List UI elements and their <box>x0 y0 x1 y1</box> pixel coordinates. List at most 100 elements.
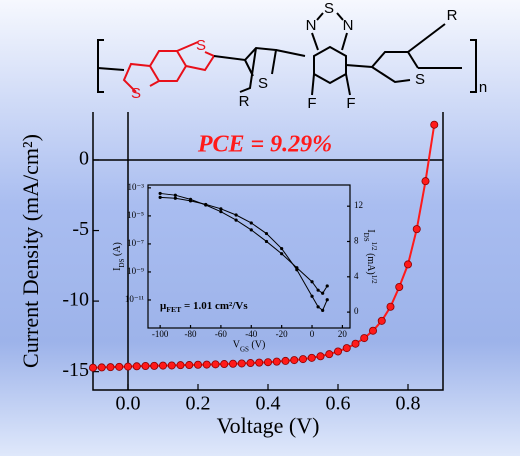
data-point <box>316 352 325 361</box>
data-point <box>115 362 124 371</box>
data-point <box>173 196 177 200</box>
data-point <box>150 361 159 370</box>
y2-tick-label: 0 <box>354 306 359 316</box>
data-point <box>219 207 223 211</box>
x-tick-label: 0.6 <box>326 393 351 415</box>
repeat-index: n <box>479 79 487 96</box>
data-point <box>342 344 351 353</box>
atom: R <box>239 93 250 110</box>
data-point <box>246 359 255 368</box>
data-point <box>106 363 115 372</box>
atom: F <box>346 95 355 112</box>
data-point <box>430 120 439 129</box>
data-point <box>263 358 272 367</box>
data-point <box>193 360 202 369</box>
label-part: 1/2 <box>370 275 378 284</box>
label-part: 1/2 <box>370 242 378 251</box>
data-point <box>403 260 412 269</box>
label-part: I <box>112 268 123 271</box>
data-point <box>173 193 177 197</box>
data-point <box>167 361 176 370</box>
y-tick-label: 10⁻³ <box>128 182 145 192</box>
y2-tick-label: 12 <box>354 200 363 210</box>
data-point <box>97 363 106 372</box>
data-point <box>204 202 208 207</box>
x-tick-label: -40 <box>245 329 257 339</box>
data-point <box>321 308 325 312</box>
data-point <box>158 195 162 199</box>
x-tick-label: 0.2 <box>186 393 211 415</box>
y-tick-label: 10⁻⁹ <box>127 266 144 276</box>
y-axis-label: Current Density (mA/cm²) <box>18 134 43 368</box>
structure: S S S R N S N F F S R n <box>97 0 487 112</box>
atom: S <box>258 75 268 92</box>
series-line <box>92 124 436 369</box>
data-point <box>234 213 238 217</box>
label-part: (V) <box>249 340 265 351</box>
data-point <box>211 360 220 369</box>
label-part: FET <box>166 305 182 314</box>
y-tick-label: -10 <box>62 289 89 311</box>
data-point <box>249 221 253 225</box>
y-tick-label: -15 <box>62 359 89 381</box>
series-line <box>160 192 328 294</box>
label-part: (A) <box>112 242 123 258</box>
thiophene <box>371 23 462 84</box>
data-point <box>333 347 342 356</box>
annotation: PCE = 9.29% <box>197 132 332 158</box>
plot-frame <box>147 184 351 329</box>
data-point <box>310 280 314 284</box>
data-point <box>295 268 299 272</box>
x-tick-label: 20 <box>338 329 348 339</box>
data-point <box>281 356 290 365</box>
x-axis-label: VGS (V) <box>233 340 266 353</box>
y-tick-label: 10⁻¹¹ <box>125 294 144 304</box>
data-point <box>124 362 133 371</box>
atom: N <box>306 17 317 34</box>
data-point <box>316 288 320 292</box>
data-point <box>264 239 269 244</box>
data-point <box>421 177 430 186</box>
x-tick-label: -80 <box>185 329 197 339</box>
atom: S <box>196 37 206 54</box>
label-part: DS <box>118 258 126 267</box>
atom: R <box>447 7 458 24</box>
data-point <box>386 302 395 311</box>
data-point <box>234 218 238 222</box>
data-point <box>202 360 211 369</box>
y-axis-label: IDS (A) <box>112 242 125 271</box>
y-tick-label: 10⁻⁵ <box>127 210 144 220</box>
data-point <box>325 284 329 288</box>
data-point <box>185 361 194 370</box>
data-point <box>132 362 141 371</box>
data-point <box>280 246 284 251</box>
y2-tick-label: 4 <box>354 271 359 281</box>
series-line <box>160 196 328 312</box>
atom: S <box>324 0 334 17</box>
benzodithiophene <box>122 41 216 93</box>
data-point <box>141 362 150 371</box>
data-point <box>158 361 167 370</box>
label-part: V <box>233 340 241 351</box>
data-point <box>219 210 223 214</box>
label-part: GS <box>240 345 249 353</box>
x-tick-label: 0 <box>310 329 315 339</box>
data-point <box>310 294 314 298</box>
data-point <box>412 225 421 234</box>
data-point <box>307 353 316 362</box>
x-tick-label: 0.4 <box>256 393 281 415</box>
data-point <box>255 358 264 367</box>
data-point <box>325 298 329 302</box>
y-tick-label: 10⁻⁷ <box>127 238 144 248</box>
x-tick-label: -60 <box>215 329 227 339</box>
data-point <box>298 355 307 364</box>
atom: N <box>343 17 354 34</box>
atom: S <box>415 71 425 88</box>
data-point <box>280 252 284 256</box>
label-part: I <box>365 229 376 232</box>
label-part: DS <box>362 233 370 242</box>
data-point <box>249 228 253 232</box>
data-point <box>176 361 185 370</box>
label-part: = 1.01 cm²/Vs <box>181 300 248 312</box>
